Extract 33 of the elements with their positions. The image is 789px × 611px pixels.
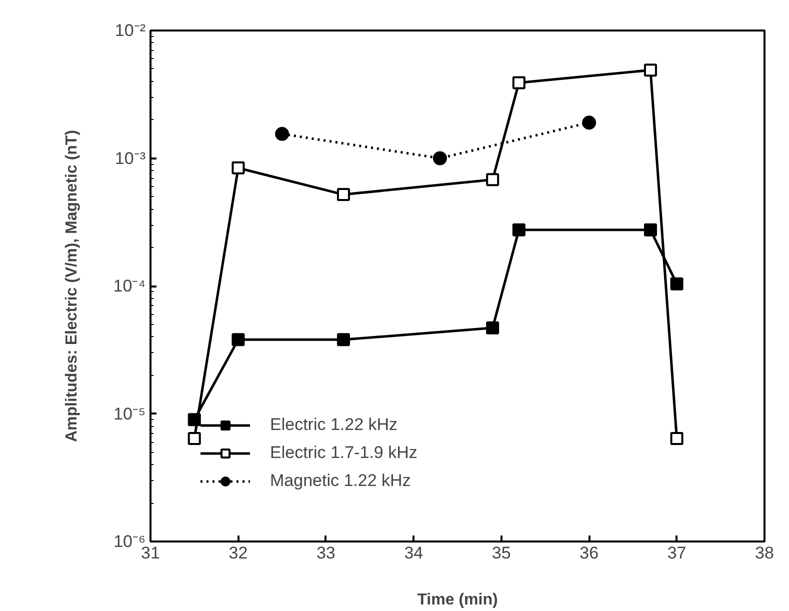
point bbox=[232, 161, 245, 174]
y-axis-title: Amplitudes: Electric (V/m), Magnetic (nT) bbox=[63, 130, 80, 442]
y-tick-label: 10⁻⁴ bbox=[113, 276, 146, 296]
point bbox=[644, 64, 657, 77]
y-tick-label: 10⁻³ bbox=[114, 148, 146, 168]
point bbox=[512, 223, 526, 236]
point bbox=[512, 76, 526, 90]
x-tick-label: 32 bbox=[228, 544, 248, 562]
point bbox=[486, 173, 500, 186]
y-tick-label: 10⁻² bbox=[114, 21, 146, 40]
point bbox=[582, 116, 596, 130]
point bbox=[336, 333, 350, 346]
point bbox=[336, 188, 350, 202]
x-tick-label: 35 bbox=[492, 544, 511, 562]
point bbox=[275, 126, 290, 141]
point bbox=[644, 223, 657, 236]
point bbox=[188, 432, 201, 446]
y-tick-label: 10⁻⁵ bbox=[114, 404, 146, 424]
legend-label: Electric 1.22 kHz bbox=[270, 415, 398, 435]
x-tick-label: 31 bbox=[141, 544, 160, 562]
x-tick-label: 38 bbox=[755, 544, 774, 562]
legend-label: Magnetic 1.22 kHz bbox=[270, 471, 411, 491]
x-tick-label: 37 bbox=[667, 544, 686, 562]
point bbox=[486, 321, 500, 334]
point bbox=[232, 333, 245, 346]
x-tick-label: 36 bbox=[580, 544, 599, 562]
x-axis-title: Time (min) bbox=[417, 592, 498, 608]
x-tick-label: 33 bbox=[316, 544, 336, 562]
point bbox=[670, 277, 684, 290]
point bbox=[432, 151, 447, 166]
x-tick-label: 34 bbox=[404, 544, 424, 562]
point bbox=[670, 432, 684, 446]
legend-label: Electric 1.7-1.9 kHz bbox=[270, 443, 418, 463]
